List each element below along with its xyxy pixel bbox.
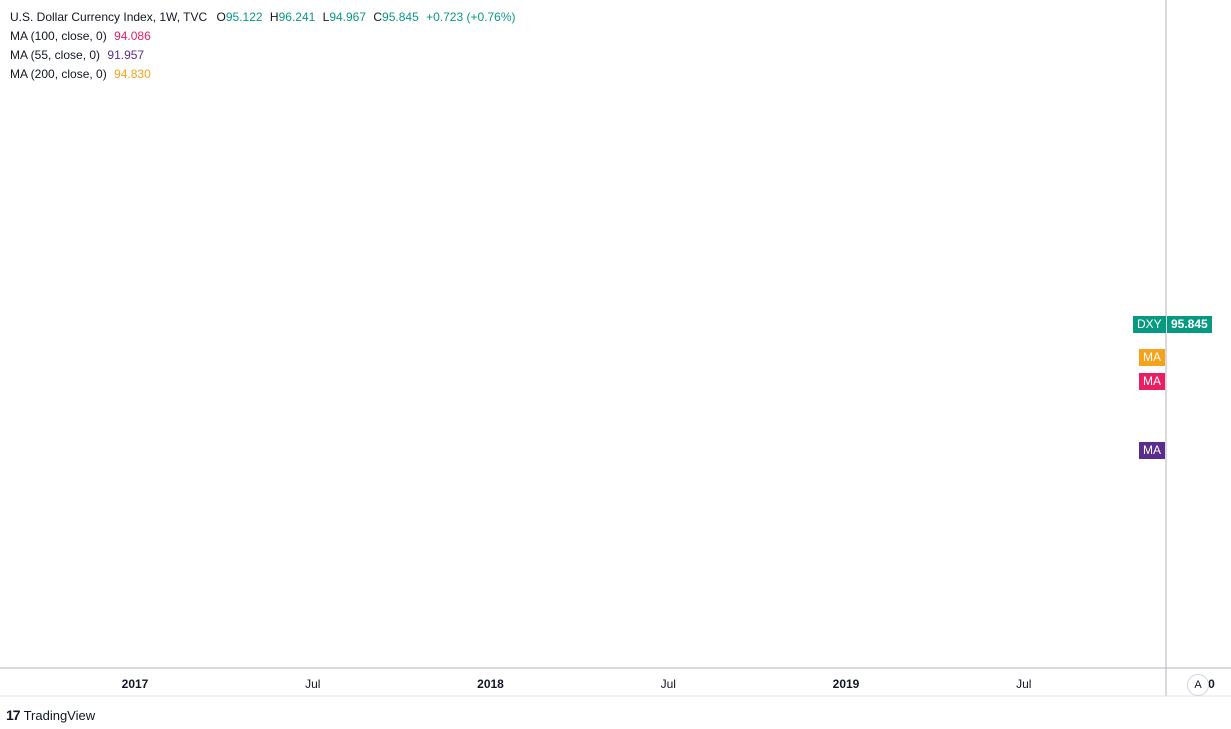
open-label: O: [216, 10, 226, 24]
x-tick-label: Jul: [1016, 677, 1031, 691]
tradingview-logo[interactable]: 17 TradingView: [6, 707, 95, 723]
x-tick-label: 2019: [833, 677, 860, 691]
legend-ma200[interactable]: MA (200, close, 0) 94.830: [10, 65, 516, 84]
ma55-value: 91.957: [107, 48, 145, 62]
high-value: 96.241: [278, 10, 316, 24]
close-label: C: [373, 10, 383, 24]
ma100-label: MA (100, close, 0): [10, 29, 107, 43]
low-value: 94.967: [329, 10, 367, 24]
legend-ohlc: U.S. Dollar Currency Index, 1W, TVC O95.…: [10, 8, 516, 27]
auto-scale-button[interactable]: A: [1187, 674, 1209, 696]
ma100-value: 94.086: [114, 29, 151, 43]
ma55-label: MA (55, close, 0): [10, 48, 101, 62]
ma200-label: MA (200, close, 0): [10, 67, 107, 81]
legend-title: U.S. Dollar Currency Index, 1W, TVC: [10, 10, 208, 24]
ma55-badge: MA: [1139, 442, 1165, 459]
brand-name: TradingView: [23, 707, 96, 723]
ma100-badge: MA: [1139, 373, 1165, 390]
last-price-badge: 95.845: [1167, 316, 1212, 333]
x-tick-label: 2018: [477, 677, 504, 691]
legend-ma55[interactable]: MA (55, close, 0) 91.957: [10, 46, 516, 65]
low-label: L: [322, 10, 330, 24]
close-value: 95.845: [382, 10, 419, 24]
open-value: 95.122: [225, 10, 263, 24]
x-tick-label: Jul: [305, 677, 320, 691]
ma200-value: 94.830: [114, 67, 151, 81]
high-label: H: [269, 10, 279, 24]
legend-ma100[interactable]: MA (100, close, 0) 94.086: [10, 27, 516, 46]
x-tick-label: Jul: [661, 677, 676, 691]
tradingview-icon: 17: [6, 707, 21, 723]
change-value: +0.723 (+0.76%): [426, 10, 516, 24]
chart-legend: U.S. Dollar Currency Index, 1W, TVC O95.…: [10, 8, 516, 84]
symbol-badge: DXY: [1133, 316, 1166, 333]
x-tick-label: 2017: [122, 677, 149, 691]
ma200-badge: MA: [1139, 349, 1165, 366]
